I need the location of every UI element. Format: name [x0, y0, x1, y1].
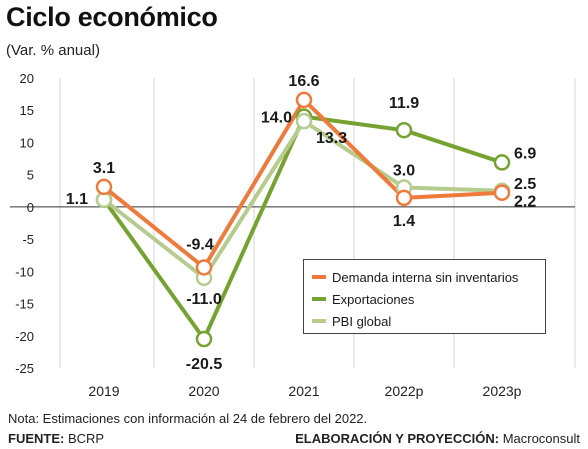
data-point-demanda: [395, 189, 413, 207]
x-tick-label: 2021: [288, 383, 319, 399]
x-tick-label: 2022p: [385, 383, 424, 399]
credit-value: Macroconsult: [502, 431, 580, 446]
source-credit: FUENTE: BCRP: [8, 431, 104, 446]
y-tick-label: -20: [15, 329, 34, 344]
data-label: 3.0: [393, 163, 415, 180]
data-label: 2.2: [514, 194, 536, 211]
y-tick-label: -25: [15, 361, 34, 376]
credit-label: ELABORACIÓN Y PROYECCIÓN:: [295, 431, 500, 446]
data-label: 14.0: [261, 110, 292, 127]
legend-item-exportaciones: Exportaciones: [312, 288, 545, 310]
data-label: 1.1: [66, 191, 88, 208]
legend-label-demanda: Demanda interna sin inventarios: [332, 269, 519, 285]
y-tick-label: 20: [20, 71, 34, 86]
data-label: -9.4: [186, 236, 214, 253]
legend-swatch-pbi: [312, 319, 326, 323]
data-point-pbi: [295, 112, 313, 130]
data-point-demanda: [295, 91, 313, 109]
chart-legend: Demanda interna sin inventarios Exportac…: [303, 259, 546, 334]
data-label: 11.9: [389, 95, 419, 112]
y-tick-label: -10: [15, 264, 34, 279]
footer: FUENTE: BCRP ELABORACIÓN Y PROYECCIÓN: M…: [8, 431, 580, 446]
data-label: 3.1: [93, 160, 115, 177]
elaboration-credit: ELABORACIÓN Y PROYECCIÓN: Macroconsult: [295, 431, 580, 446]
data-label: 1.4: [393, 213, 415, 230]
x-tick-label: 2020: [188, 383, 219, 399]
y-tick-label: 5: [27, 168, 34, 183]
y-tick-label: 15: [20, 103, 34, 118]
data-point-exportaciones: [493, 154, 511, 171]
footnote: Nota: Estimaciones con información al 24…: [8, 411, 368, 426]
data-label: 13.3: [316, 130, 347, 147]
source-label: FUENTE:: [8, 431, 65, 446]
x-tick-label: 2019: [88, 383, 119, 399]
y-tick-label: -15: [15, 297, 34, 312]
data-label: -20.5: [186, 356, 223, 373]
data-label: -11.0: [186, 291, 222, 308]
x-tick-label: 2023p: [483, 383, 522, 399]
legend-swatch-demanda: [312, 275, 326, 279]
legend-label-exportaciones: Exportaciones: [332, 291, 415, 307]
data-label: 16.6: [288, 73, 319, 90]
legend-label-pbi: PBI global: [332, 313, 392, 329]
data-point-demanda: [493, 184, 511, 201]
legend-item-demanda: Demanda interna sin inventarios: [312, 266, 545, 288]
source-value: BCRP: [67, 431, 105, 446]
data-label: 6.9: [514, 145, 536, 162]
chart-title: Ciclo económico: [6, 2, 218, 32]
data-point-exportaciones: [395, 121, 413, 139]
y-tick-label: 10: [20, 135, 34, 150]
data-label: 2.5: [514, 176, 536, 193]
data-point-demanda: [95, 178, 113, 196]
y-tick-label: -5: [22, 232, 34, 247]
legend-swatch-exportaciones: [312, 297, 326, 301]
data-point-exportaciones: [195, 330, 213, 348]
legend-item-pbi: PBI global: [312, 310, 545, 332]
y-tick-label: 0: [27, 200, 34, 215]
data-point-demanda: [195, 259, 213, 276]
chart-subtitle: (Var. % anual): [6, 42, 100, 59]
